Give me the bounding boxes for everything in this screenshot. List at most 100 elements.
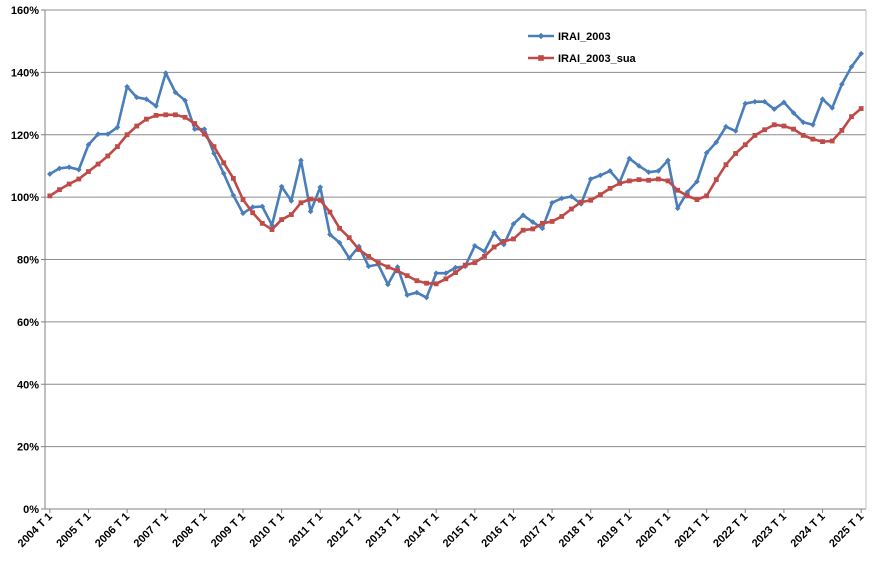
data-point bbox=[163, 112, 169, 118]
series-2 bbox=[47, 106, 864, 287]
data-point bbox=[453, 270, 458, 275]
data-point bbox=[723, 162, 729, 168]
data-point bbox=[104, 131, 111, 137]
data-point bbox=[115, 144, 120, 150]
data-point bbox=[790, 110, 797, 116]
data-point bbox=[346, 255, 353, 262]
x-tick-label: 2014 T 1 bbox=[402, 511, 441, 550]
data-point bbox=[443, 276, 449, 282]
data-point bbox=[143, 96, 150, 102]
x-tick-label: 2025 T 1 bbox=[827, 511, 866, 550]
data-point bbox=[172, 89, 179, 96]
series bbox=[47, 50, 864, 301]
y-tick-label: 140% bbox=[11, 67, 39, 79]
data-point bbox=[85, 141, 92, 148]
data-point bbox=[66, 181, 72, 187]
data-point bbox=[472, 260, 478, 266]
x-tick-label: 2020 T 1 bbox=[634, 511, 673, 550]
data-point bbox=[414, 289, 420, 296]
data-point bbox=[520, 227, 526, 233]
data-point bbox=[240, 197, 246, 203]
data-point bbox=[646, 177, 652, 183]
data-point bbox=[636, 163, 642, 169]
data-point bbox=[76, 166, 82, 173]
x-tick-label: 2023 T 1 bbox=[750, 511, 789, 550]
data-point bbox=[134, 123, 140, 129]
data-point bbox=[588, 197, 594, 203]
y-tick-label: 20% bbox=[17, 442, 39, 454]
data-point bbox=[539, 225, 546, 232]
data-point bbox=[462, 262, 468, 268]
data-point bbox=[848, 63, 855, 70]
data-point bbox=[153, 113, 159, 118]
data-point bbox=[452, 264, 459, 271]
y-tick-label: 40% bbox=[17, 379, 39, 391]
data-point bbox=[694, 197, 700, 203]
data-point bbox=[655, 176, 661, 182]
data-point bbox=[153, 103, 159, 109]
data-point bbox=[423, 294, 430, 301]
data-point bbox=[665, 178, 671, 184]
data-point bbox=[607, 168, 613, 174]
x-tick-label: 2007 T 1 bbox=[132, 511, 171, 550]
data-point bbox=[800, 132, 806, 138]
data-point bbox=[501, 239, 507, 244]
data-point bbox=[249, 204, 256, 210]
data-point bbox=[433, 270, 439, 277]
data-point bbox=[723, 123, 729, 130]
data-point bbox=[858, 50, 864, 57]
x-axis-tick-labels: 2004 T 1 2005 T 1 2006 T 1 2007 T 1 2008 T 1… bbox=[16, 511, 867, 550]
data-point bbox=[317, 184, 324, 190]
data-point bbox=[162, 70, 169, 76]
x-tick-label: 2019 T 1 bbox=[595, 511, 634, 550]
legend-label: IRAI_2003_sua bbox=[558, 53, 637, 65]
data-point bbox=[66, 164, 72, 170]
data-point bbox=[259, 220, 265, 226]
data-point bbox=[549, 219, 555, 224]
y-tick-label: 80% bbox=[17, 255, 39, 267]
data-point bbox=[742, 100, 749, 107]
data-point bbox=[849, 114, 854, 120]
data-point bbox=[76, 176, 82, 182]
data-point bbox=[675, 187, 681, 193]
data-point bbox=[356, 243, 362, 250]
data-point bbox=[298, 200, 304, 206]
x-tick-label: 2021 T 1 bbox=[673, 511, 712, 550]
data-point bbox=[558, 195, 565, 202]
data-point bbox=[269, 227, 275, 232]
x-tick-label: 2010 T 1 bbox=[248, 511, 287, 550]
data-point bbox=[385, 281, 391, 288]
y-tick-label: 100% bbox=[11, 192, 39, 204]
legend-swatch-marker bbox=[538, 55, 544, 61]
data-point bbox=[761, 98, 768, 105]
data-point bbox=[810, 136, 816, 142]
data-point bbox=[346, 235, 352, 241]
data-point bbox=[105, 153, 111, 159]
data-point bbox=[733, 151, 739, 156]
data-point bbox=[481, 248, 488, 255]
x-tick-label: 2013 T 1 bbox=[363, 511, 402, 550]
data-point bbox=[491, 229, 497, 236]
legend-item: IRAI_2003_sua bbox=[528, 53, 637, 65]
data-point bbox=[404, 273, 410, 279]
data-point bbox=[742, 142, 748, 148]
data-point bbox=[674, 205, 681, 212]
data-point bbox=[597, 192, 603, 198]
data-point bbox=[182, 114, 188, 120]
data-point bbox=[800, 119, 807, 126]
data-point bbox=[95, 131, 101, 137]
legend-label: IRAI_2003 bbox=[558, 31, 611, 43]
y-axis-tick-labels: 0% 20% 40% 60% 80% 100% 120% 140% 160% bbox=[11, 5, 39, 516]
data-point bbox=[829, 105, 835, 111]
data-point bbox=[211, 144, 217, 150]
data-point bbox=[279, 217, 285, 222]
data-point bbox=[858, 106, 864, 111]
data-point bbox=[607, 185, 613, 191]
x-tick-label: 2006 T 1 bbox=[93, 511, 132, 550]
data-point bbox=[491, 244, 497, 250]
data-point bbox=[336, 239, 343, 246]
data-point bbox=[114, 124, 121, 131]
data-point bbox=[211, 150, 217, 157]
x-tick-label: 2009 T 1 bbox=[209, 511, 248, 550]
